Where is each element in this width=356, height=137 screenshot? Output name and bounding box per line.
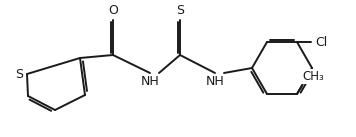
Text: S: S <box>176 4 184 17</box>
Text: Cl: Cl <box>315 35 327 48</box>
Text: S: S <box>15 68 23 81</box>
Text: CH₃: CH₃ <box>302 70 324 83</box>
Text: NH: NH <box>206 75 224 88</box>
Text: O: O <box>108 4 118 17</box>
Text: NH: NH <box>141 75 159 88</box>
